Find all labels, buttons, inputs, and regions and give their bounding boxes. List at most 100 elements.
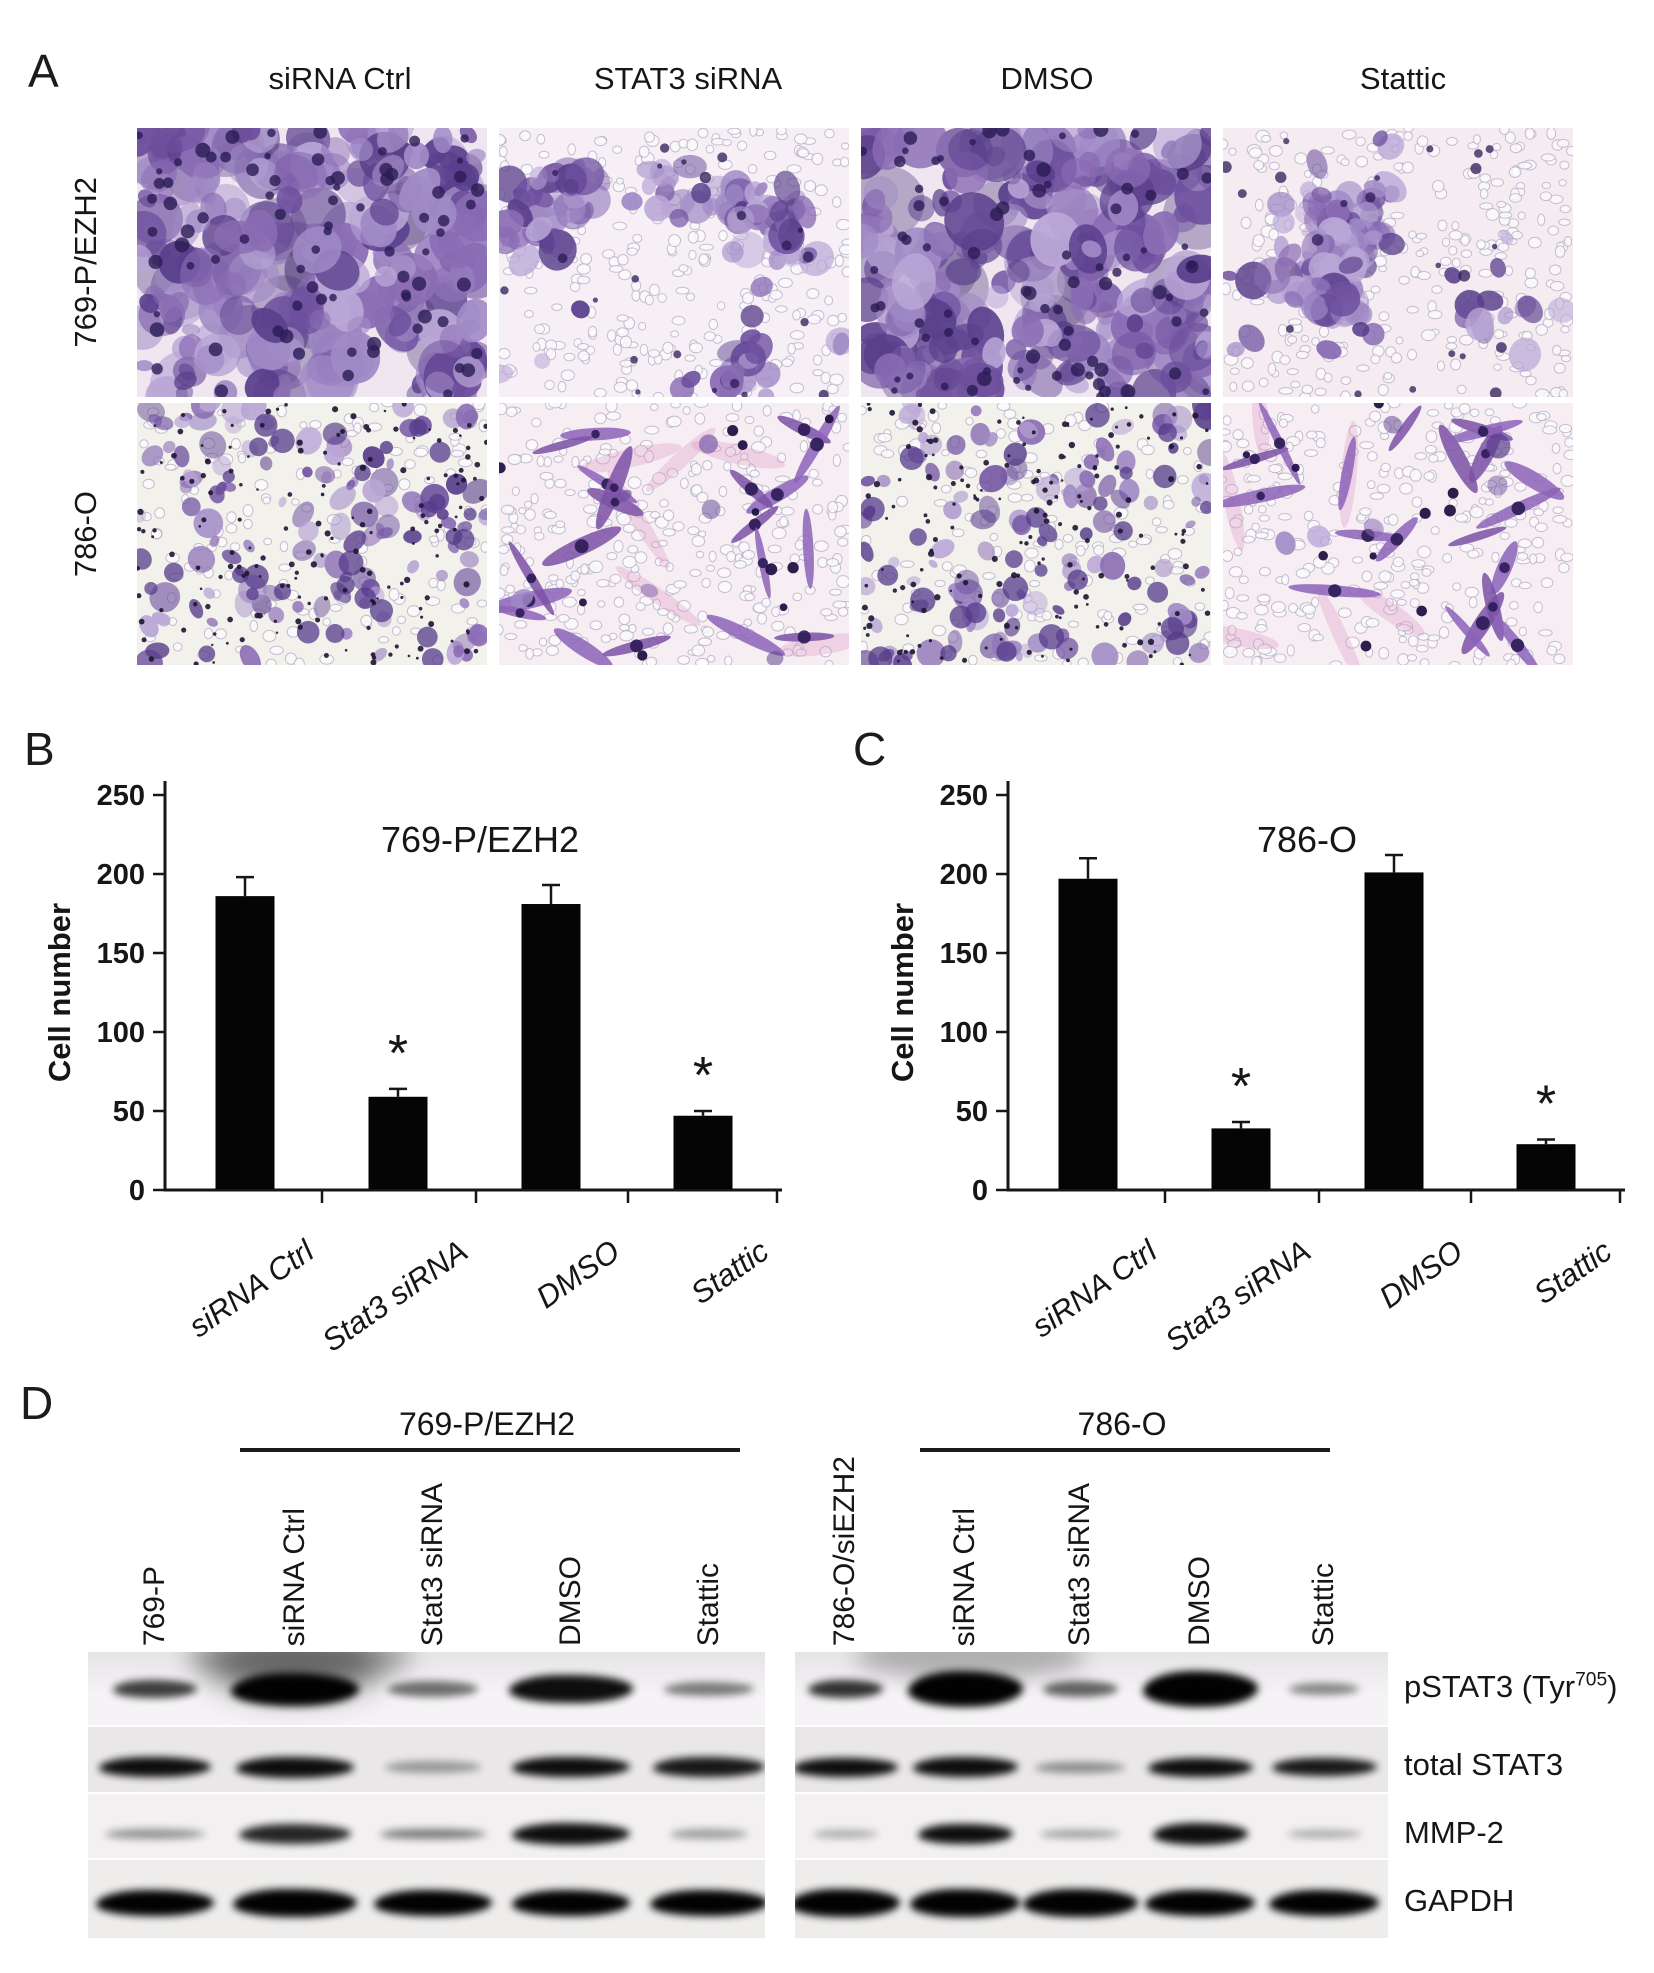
bar-dmso: [1364, 872, 1424, 1189]
blot-band: [512, 1757, 630, 1777]
blot-group-header-769p-ezh2: 769-P/EZH2: [398, 1406, 576, 1442]
blot-strip-right-row2: [795, 1727, 1388, 1792]
blot-band: [1269, 1890, 1379, 1916]
sig-asterisk: *: [388, 1025, 408, 1083]
blot-target-label-gapdh: GAPDH: [1404, 1883, 1515, 1918]
micrograph-image: [499, 403, 849, 665]
blot-band: [512, 1890, 630, 1916]
blot-band: [1152, 1823, 1248, 1845]
blot-band: [653, 1757, 765, 1777]
micrograph-769pezh2-2: [499, 128, 849, 397]
blot-band: [512, 1823, 630, 1845]
panel-c-label: C: [853, 723, 887, 775]
blot-group-underline-left: [240, 1448, 740, 1452]
blot-band: [812, 1830, 878, 1838]
blot-band: [239, 1824, 351, 1844]
blot-group-header-786o: 786-O: [1077, 1406, 1167, 1442]
blot-band: [910, 1888, 1020, 1918]
lane-label-sirna-ctrl-l: siRNA Ctrl: [278, 1507, 311, 1646]
blot-band: [1286, 1830, 1362, 1838]
y-axis-label: Cell number: [885, 903, 920, 1082]
y-tick-label: 250: [97, 780, 145, 812]
blot-band: [669, 1829, 749, 1839]
x-category-label: Stattic: [684, 1233, 775, 1311]
micrograph-image: [861, 128, 1211, 397]
bar-stattic: [1516, 1144, 1576, 1189]
blot-band: [113, 1680, 197, 1698]
blot-target-label-pstat3: pSTAT3 (Tyr705): [1404, 1669, 1618, 1704]
blot-band: [1289, 1682, 1359, 1696]
lane-label-dmso-r: DMSO: [1183, 1556, 1216, 1646]
x-category-label: Stat3 siRNA: [316, 1233, 474, 1359]
blot-band: [230, 1672, 360, 1706]
blot-strip-left-row1: [88, 1652, 765, 1725]
blot-band: [1035, 1761, 1125, 1773]
chart-c: 0 50 100 150 200 250 786-O Cell number siRNA Ctr…: [843, 700, 1654, 1400]
bar-dmso: [521, 904, 581, 1189]
lane-label-stat3-sirna-l: Stat3 siRNA: [416, 1482, 449, 1646]
column-header-stat3-sirna: STAT3 siRNA: [593, 61, 783, 96]
micrograph-image: [1223, 128, 1573, 397]
y-tick-label: 0: [972, 1175, 988, 1207]
y-axis-label: Cell number: [42, 903, 77, 1082]
blot-group-underline-right: [920, 1448, 1330, 1452]
panel-d-label: D: [20, 1377, 54, 1429]
micrograph-769pezh2-3: [861, 128, 1211, 397]
y-tick-label: 100: [940, 1017, 988, 1049]
micrograph-786o-3: [861, 403, 1211, 665]
lane-label-stat3-sirna-r: Stat3 siRNA: [1063, 1482, 1096, 1646]
lane-label-stattic-l: Stattic: [692, 1562, 725, 1646]
blot-band: [374, 1890, 492, 1916]
y-tick-label: 200: [940, 859, 988, 891]
blot-band: [1040, 1829, 1120, 1839]
blot-band: [917, 1823, 1013, 1845]
y-tick-label: 250: [940, 780, 988, 812]
blot-band: [233, 1888, 357, 1918]
micrograph-image: [137, 403, 487, 665]
x-category-label: siRNA Ctrl: [1025, 1232, 1164, 1344]
sig-asterisk: *: [693, 1047, 713, 1105]
micrograph-786o-4: [1223, 403, 1573, 665]
blot-band: [1142, 1671, 1258, 1707]
blot-band: [236, 1756, 354, 1778]
y-tick-label: 50: [113, 1096, 145, 1128]
chart-b: 0 50 100 150 200 250 769-P/EZH2 Cell number siRN…: [0, 700, 820, 1400]
bar-stat3-sirna: [368, 1096, 428, 1189]
blot-target-label-total-stat3: total STAT3: [1404, 1747, 1564, 1782]
lane-label-769p: 769-P: [138, 1565, 171, 1646]
blot-band: [99, 1757, 211, 1777]
blot-band: [795, 1757, 898, 1777]
x-category-label: DMSO: [530, 1233, 626, 1315]
micrograph-image: [499, 128, 849, 397]
chart-title: 769-P/EZH2: [381, 819, 579, 860]
blot-band: [1145, 1890, 1255, 1916]
micrograph-image: [861, 403, 1211, 665]
blot-strip-right-row1: [795, 1652, 1388, 1725]
blot-band: [650, 1890, 765, 1916]
column-header-sirna-ctrl: siRNA Ctrl: [268, 61, 412, 96]
x-category-label: Stattic: [1527, 1233, 1618, 1311]
blot-strip-left-row2: [88, 1727, 765, 1792]
blot-band: [379, 1828, 487, 1840]
blot-band: [96, 1890, 214, 1916]
micrograph-769pezh2-1: [137, 128, 487, 397]
y-tick-label: 200: [97, 859, 145, 891]
y-tick-label: 50: [956, 1096, 988, 1128]
sig-asterisk: *: [1231, 1058, 1251, 1116]
blot-strip-right-row4: [795, 1860, 1388, 1938]
blot-band: [509, 1674, 633, 1704]
row-label-769p-ezh2: 769-P/EZH2: [68, 177, 103, 348]
row-label-786o: 786-O: [68, 490, 103, 578]
blot-band: [664, 1682, 754, 1696]
column-header-dmso: DMSO: [1000, 61, 1094, 96]
blot-band: [388, 1681, 478, 1697]
blot-band: [1022, 1888, 1138, 1918]
x-category-label: Stat3 siRNA: [1159, 1233, 1317, 1359]
chart-title: 786-O: [1257, 819, 1357, 860]
micrograph-769pezh2-4: [1223, 128, 1573, 397]
bar-chart-c: 0 50 100 150 200 250 786-O Cell number siRNA Ctr…: [885, 780, 1625, 1359]
blot-band: [1042, 1681, 1118, 1697]
column-header-stattic: Stattic: [1359, 61, 1447, 96]
blot-band: [1147, 1757, 1253, 1777]
blot-target-label-mmp2: MMP-2: [1404, 1815, 1504, 1850]
